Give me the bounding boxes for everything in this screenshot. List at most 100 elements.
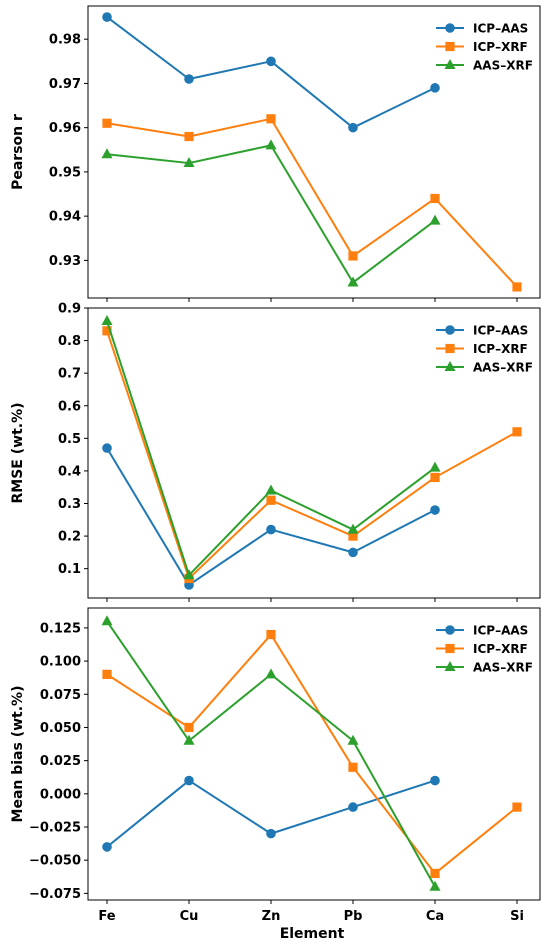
x-tick-label: Si <box>510 909 524 924</box>
y-tick-label: −0.025 <box>29 821 81 836</box>
y-tick-label: 0.8 <box>58 334 81 349</box>
panel-1: 0.93 0.94 0.95 0.96 0.97 0.98 Pearson r ICP–AAS… <box>10 5 541 302</box>
legend-label: ICP–XRF <box>473 40 528 54</box>
legend-label: ICP–XRF <box>473 642 528 656</box>
data-point <box>430 775 440 786</box>
y-tick-label: 0.000 <box>40 787 81 802</box>
panel-3: Fe Cu Zn Pb Ca Si −0.075 −0.050 −0.025 0.000 0.025… <box>10 607 541 924</box>
y-axis-label: RMSE (wt.%) <box>10 402 26 503</box>
legend-label: ICP–AAS <box>473 22 528 36</box>
series-line <box>106 144 436 284</box>
legend-marker <box>445 643 455 654</box>
data-point <box>101 615 113 626</box>
legend-marker <box>444 661 456 671</box>
data-point <box>183 157 195 168</box>
y-axis-label: Pearson r <box>10 114 26 190</box>
series-3 <box>101 139 441 287</box>
data-point <box>102 12 112 22</box>
data-point <box>348 122 358 133</box>
y-tick-label: 0.125 <box>40 621 81 636</box>
legend-label: ICP–AAS <box>473 624 528 638</box>
data-point <box>101 315 113 326</box>
x-tick-label: Pb <box>344 909 363 924</box>
data-point <box>101 148 113 159</box>
plot-frame <box>87 607 541 901</box>
data-point <box>102 118 112 128</box>
data-point <box>265 484 277 495</box>
data-point <box>512 802 522 812</box>
data-point <box>266 828 276 839</box>
legend-label: AAS–XRF <box>473 59 533 73</box>
data-point <box>265 139 277 150</box>
legend: ICP–AAS ICP–XRF AAS–XRF <box>436 324 533 375</box>
series-1 <box>102 12 440 133</box>
data-point <box>102 842 112 852</box>
series-line <box>106 320 436 577</box>
data-point <box>429 214 441 225</box>
data-point <box>347 276 359 287</box>
y-tick-label: 0.96 <box>49 121 81 136</box>
series-3 <box>101 615 441 891</box>
y-tick-label: 0.050 <box>40 721 81 736</box>
legend-marker <box>445 625 455 635</box>
data-point <box>102 443 112 453</box>
legend-label: ICP–XRF <box>473 342 528 356</box>
legend-label: ICP–AAS <box>473 324 528 338</box>
y-tick-label: 0.94 <box>49 210 81 225</box>
data-point <box>430 472 440 483</box>
data-point <box>430 83 440 93</box>
series-2 <box>102 629 522 879</box>
data-point <box>266 56 276 67</box>
legend: ICP–AAS ICP–XRF AAS–XRF <box>436 624 533 675</box>
legend-marker <box>444 361 456 371</box>
series-line <box>106 330 518 580</box>
plot-frame <box>87 307 541 599</box>
data-point <box>347 734 359 745</box>
data-point <box>266 114 276 124</box>
y-tick-label: 0.93 <box>49 254 81 269</box>
y-tick-label: 0.1 <box>58 562 81 577</box>
data-point <box>430 868 440 879</box>
data-point <box>183 569 195 580</box>
data-point <box>430 505 440 515</box>
x-axis-label: Element <box>280 926 345 942</box>
data-point <box>102 326 112 336</box>
panel-2: 0.1 0.2 0.3 0.4 0.5 0.6 0.7 0.8 0.9 RMSE (wt.%) IC… <box>10 302 541 602</box>
data-point <box>348 802 358 812</box>
y-tick-label: 0.2 <box>58 530 81 545</box>
data-point <box>266 629 276 640</box>
data-point <box>348 531 358 541</box>
data-point <box>430 193 440 204</box>
y-tick-label: 0.97 <box>49 77 81 92</box>
data-point <box>102 669 112 679</box>
plot-frame <box>87 5 541 299</box>
x-tick-label: Cu <box>180 909 199 924</box>
series-line <box>106 117 518 288</box>
series-1 <box>102 775 440 852</box>
x-tick-label: Fe <box>98 909 115 924</box>
legend-label: AAS–XRF <box>473 361 533 375</box>
legend-marker <box>445 325 455 335</box>
data-point <box>348 547 358 558</box>
y-tick-label: 0.7 <box>58 367 81 382</box>
series-line <box>106 620 436 888</box>
y-tick-label: 0.98 <box>49 33 81 48</box>
series-2 <box>102 114 522 292</box>
legend-label: AAS–XRF <box>473 661 533 675</box>
y-tick-label: 0.075 <box>40 688 81 703</box>
series-line <box>106 16 436 129</box>
y-tick-label: −0.075 <box>29 887 81 902</box>
data-point <box>184 74 194 84</box>
legend-marker <box>445 343 455 354</box>
data-point <box>348 251 358 261</box>
y-tick-label: 0.4 <box>58 464 81 479</box>
data-point <box>429 461 441 472</box>
series-3 <box>101 315 441 580</box>
y-tick-label: 0.025 <box>40 754 81 769</box>
data-point <box>265 668 277 679</box>
data-point <box>183 734 195 745</box>
series-line <box>106 447 436 586</box>
series-line <box>106 633 518 875</box>
legend-marker <box>444 59 456 69</box>
